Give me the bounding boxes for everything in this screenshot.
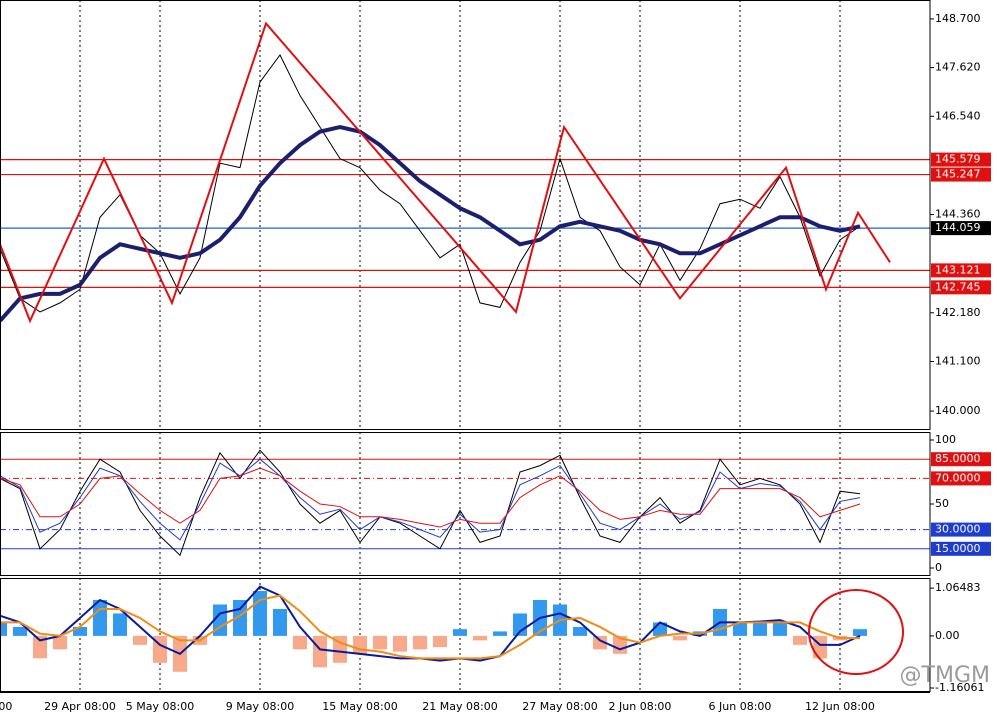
histogram-bar bbox=[413, 635, 427, 650]
level-label-box bbox=[931, 280, 991, 295]
histogram-bar bbox=[513, 613, 527, 636]
histogram-bar bbox=[53, 635, 67, 650]
y-tick-label: 1.06483 bbox=[935, 581, 981, 594]
level-label-box bbox=[931, 221, 991, 236]
histogram-bar bbox=[293, 635, 307, 650]
histogram-bar bbox=[0, 622, 7, 636]
histogram-bar bbox=[453, 629, 467, 636]
y-tick-label: 144.360 bbox=[935, 208, 981, 221]
x-tick-label: 15 May 08:00 bbox=[322, 700, 397, 713]
level-label-box bbox=[931, 152, 991, 167]
y-tick-label: 0 bbox=[935, 561, 942, 574]
y-tick-label: 148.700 bbox=[935, 12, 981, 25]
price-line bbox=[0, 458, 861, 541]
level-label-box bbox=[931, 541, 991, 556]
level-label: 70.0000 bbox=[935, 471, 981, 484]
y-tick-label: 140.000 bbox=[935, 404, 981, 417]
histogram-bar bbox=[73, 626, 87, 636]
x-tick-label: 29 Apr 08:00 bbox=[44, 700, 116, 713]
histogram-bar bbox=[573, 626, 587, 636]
y-tick-label: 146.540 bbox=[935, 109, 981, 122]
histogram-bar bbox=[773, 622, 787, 636]
y-tick-label: 142.180 bbox=[935, 306, 981, 319]
level-label: 142.745 bbox=[935, 280, 981, 293]
level-label: 145.247 bbox=[935, 168, 981, 181]
histogram-bar bbox=[313, 635, 327, 668]
panel-border bbox=[0, 578, 931, 692]
level-label: 145.579 bbox=[935, 153, 981, 166]
histogram-bar bbox=[33, 635, 47, 659]
histogram-bar bbox=[353, 635, 367, 654]
histogram-bar bbox=[273, 608, 287, 636]
histogram-bar bbox=[613, 635, 627, 654]
indicator-line bbox=[0, 585, 861, 662]
y-tick-label: 50 bbox=[935, 497, 949, 510]
x-tick-label: 9 May 08:00 bbox=[226, 700, 294, 713]
level-label: 144.059 bbox=[935, 221, 981, 234]
histogram-bar bbox=[433, 635, 447, 648]
indicator-line bbox=[0, 594, 860, 660]
x-tick-label: 0:00 bbox=[0, 700, 12, 713]
x-tick-label: 12 Jun 08:00 bbox=[805, 700, 875, 713]
level-label: 30.0000 bbox=[935, 523, 981, 536]
level-label: 143.121 bbox=[935, 263, 981, 276]
histogram-bar bbox=[593, 635, 607, 650]
y-tick-label: 0.00 bbox=[935, 629, 960, 642]
level-label: 85.0000 bbox=[935, 452, 981, 465]
histogram-bar bbox=[393, 635, 407, 652]
x-tick-label: 27 May 08:00 bbox=[522, 700, 597, 713]
zigzag-line bbox=[0, 21, 891, 324]
bottom-axis bbox=[0, 692, 930, 693]
histogram-bar bbox=[733, 622, 747, 636]
price-line bbox=[0, 125, 861, 323]
histogram-bar bbox=[133, 635, 147, 645]
y-tick-label: 100 bbox=[935, 433, 956, 446]
price-line bbox=[0, 449, 861, 557]
y-tick-label: 141.100 bbox=[935, 354, 981, 367]
histogram-bar bbox=[473, 635, 487, 641]
histogram-bar bbox=[493, 631, 507, 636]
y-tick-label: 147.620 bbox=[935, 61, 981, 74]
y-tick-label: -1.16061 bbox=[935, 681, 984, 694]
histogram-bar bbox=[253, 591, 267, 636]
level-label-box bbox=[931, 452, 991, 467]
histogram-bar bbox=[853, 629, 867, 636]
annotation-circle bbox=[808, 589, 904, 675]
x-tick-label: 2 Jun 08:00 bbox=[609, 700, 672, 713]
level-label: 15.0000 bbox=[935, 542, 981, 555]
level-label-box bbox=[931, 167, 991, 182]
histogram-bar bbox=[673, 635, 687, 641]
price-line bbox=[0, 54, 861, 313]
price-line bbox=[0, 467, 861, 528]
histogram-bar bbox=[373, 635, 387, 650]
x-tick-label: 5 May 08:00 bbox=[126, 700, 194, 713]
level-label-box bbox=[931, 263, 991, 278]
x-tick-label: 6 Jun 08:00 bbox=[709, 700, 772, 713]
level-label-box bbox=[931, 522, 991, 537]
x-tick-label: 21 May 08:00 bbox=[422, 700, 497, 713]
histogram-bar bbox=[333, 635, 347, 663]
level-label-box bbox=[931, 471, 991, 486]
histogram-bar bbox=[113, 613, 127, 636]
histogram-bar bbox=[753, 622, 767, 636]
watermark: @TMGM bbox=[900, 663, 990, 688]
histogram-bar bbox=[13, 626, 27, 636]
histogram-bar bbox=[793, 635, 807, 645]
